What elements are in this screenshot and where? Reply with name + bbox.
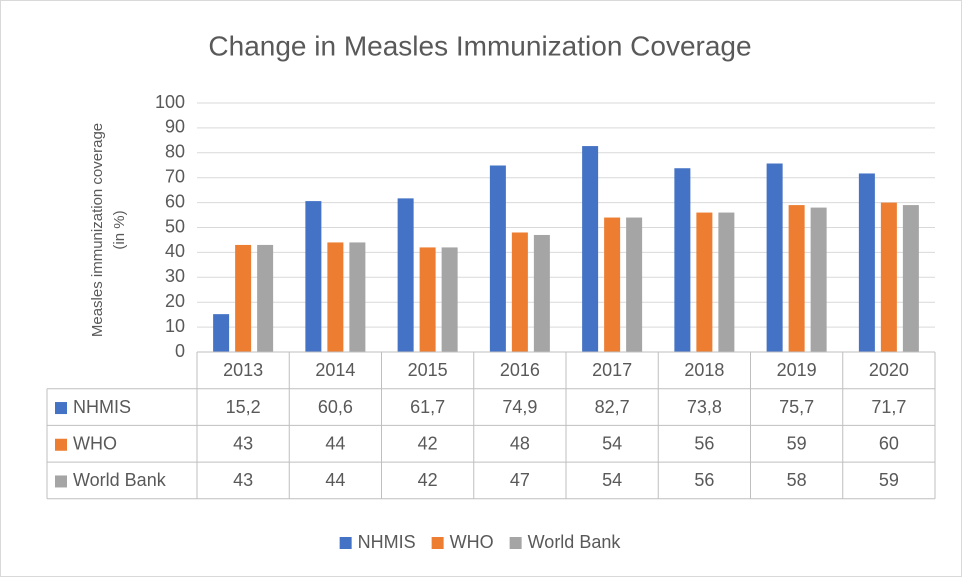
x-tick-label: 2016 xyxy=(500,360,540,380)
table-value: 58 xyxy=(787,470,807,490)
table-value: 54 xyxy=(602,470,622,490)
legend-key xyxy=(431,537,444,549)
bar xyxy=(604,217,621,352)
x-tick-label: 2018 xyxy=(684,360,724,380)
bar xyxy=(489,165,506,352)
bar xyxy=(305,201,322,352)
y-tick-label: 30 xyxy=(165,266,185,286)
x-tick-label: 2019 xyxy=(777,360,817,380)
bar xyxy=(902,205,919,352)
table-value: 44 xyxy=(325,470,345,490)
bar xyxy=(718,212,735,352)
bar xyxy=(582,146,599,352)
y-tick-label: 60 xyxy=(165,191,185,211)
bar xyxy=(696,212,713,352)
legend-label: World Bank xyxy=(528,532,622,552)
table-value: 15,2 xyxy=(226,397,261,417)
bar xyxy=(257,244,274,352)
table-series-name: WHO xyxy=(73,434,117,454)
table-legend-key xyxy=(55,438,67,451)
y-tick-label: 80 xyxy=(165,142,185,162)
table-value: 54 xyxy=(602,434,622,454)
table-series-name: NHMIS xyxy=(73,397,131,417)
y-tick-label: 10 xyxy=(165,316,185,336)
table-value: 44 xyxy=(325,434,345,454)
legend-label: WHO xyxy=(450,532,494,552)
x-tick-label: 2014 xyxy=(315,360,355,380)
table-value: 47 xyxy=(510,470,530,490)
bar xyxy=(327,242,344,352)
bar xyxy=(441,247,458,352)
table-value: 56 xyxy=(694,470,714,490)
bar xyxy=(626,217,643,352)
bar xyxy=(858,173,875,352)
x-tick-label: 2017 xyxy=(592,360,632,380)
y-tick-label: 50 xyxy=(165,216,185,236)
legend-key xyxy=(509,537,522,549)
x-tick-label: 2015 xyxy=(408,360,448,380)
bar xyxy=(419,247,436,352)
bar xyxy=(397,198,414,352)
chart-title: Change in Measles Immunization Coverage xyxy=(208,30,751,61)
bar xyxy=(235,244,252,352)
bar xyxy=(213,314,230,352)
bar xyxy=(880,202,897,352)
y-axis-label: Measles immunization coverage xyxy=(89,123,106,337)
table-value: 82,7 xyxy=(595,397,630,417)
bar xyxy=(349,242,366,352)
table-value: 59 xyxy=(787,434,807,454)
table-value: 43 xyxy=(233,434,253,454)
y-tick-label: 70 xyxy=(165,166,185,186)
table-series-name: World Bank xyxy=(73,470,167,490)
table-value: 42 xyxy=(418,470,438,490)
legend-label: NHMIS xyxy=(358,532,416,552)
table-value: 56 xyxy=(694,434,714,454)
bar xyxy=(766,163,783,352)
x-tick-label: 2020 xyxy=(869,360,909,380)
table-value: 43 xyxy=(233,470,253,490)
table-value: 48 xyxy=(510,434,530,454)
bar xyxy=(674,168,691,352)
table-value: 73,8 xyxy=(687,397,722,417)
y-axis-label: (in %) xyxy=(111,210,128,249)
table-value: 74,9 xyxy=(502,397,537,417)
legend-key xyxy=(339,537,352,549)
table-value: 61,7 xyxy=(410,397,445,417)
bar xyxy=(511,232,528,352)
y-tick-label: 40 xyxy=(165,241,185,261)
y-tick-label: 100 xyxy=(155,92,185,112)
table-value: 59 xyxy=(879,470,899,490)
table-legend-key xyxy=(55,402,67,415)
y-tick-label: 90 xyxy=(165,117,185,137)
bar xyxy=(788,205,805,352)
y-tick-label: 0 xyxy=(175,341,185,361)
x-tick-label: 2013 xyxy=(223,360,263,380)
bar xyxy=(533,234,550,352)
table-value: 60,6 xyxy=(318,397,353,417)
y-tick-label: 20 xyxy=(165,291,185,311)
table-value: 42 xyxy=(418,434,438,454)
bar xyxy=(810,207,827,352)
table-value: 60 xyxy=(879,434,899,454)
table-legend-key xyxy=(55,475,67,488)
table-value: 71,7 xyxy=(871,397,906,417)
table-value: 75,7 xyxy=(779,397,814,417)
